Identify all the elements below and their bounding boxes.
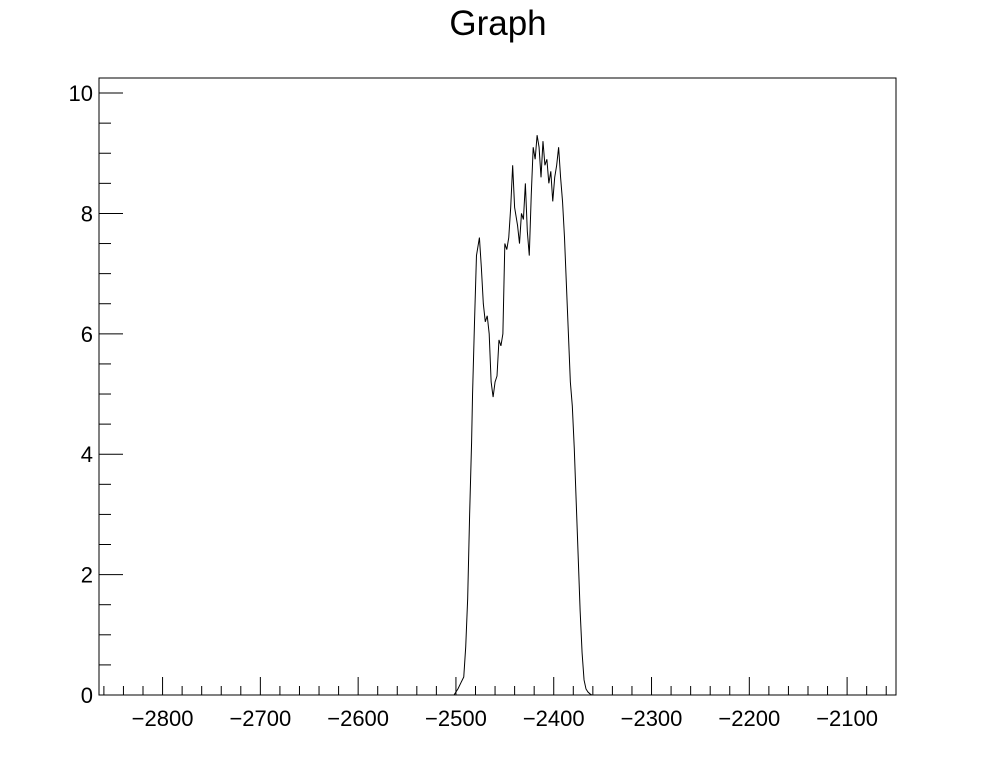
y-tick-label: 2 bbox=[81, 563, 93, 588]
series-line bbox=[453, 135, 619, 696]
y-tick-label: 0 bbox=[81, 683, 93, 708]
chart-title: Graph bbox=[449, 4, 547, 43]
plot-frame bbox=[98, 77, 897, 696]
y-tick-label: 10 bbox=[69, 81, 93, 106]
x-tick-label: −2300 bbox=[621, 706, 683, 731]
y-tick-label: 4 bbox=[81, 442, 93, 467]
x-tick-label: −2400 bbox=[523, 706, 585, 731]
y-tick-label: 8 bbox=[81, 201, 93, 226]
x-tick-label: −2200 bbox=[718, 706, 780, 731]
x-tick-label: −2500 bbox=[425, 706, 487, 731]
x-tick-label: −2100 bbox=[816, 706, 878, 731]
x-tick-label: −2600 bbox=[327, 706, 389, 731]
x-tick-label: −2700 bbox=[229, 706, 291, 731]
x-tick-label: −2800 bbox=[132, 706, 194, 731]
y-tick-label: 6 bbox=[81, 322, 93, 347]
